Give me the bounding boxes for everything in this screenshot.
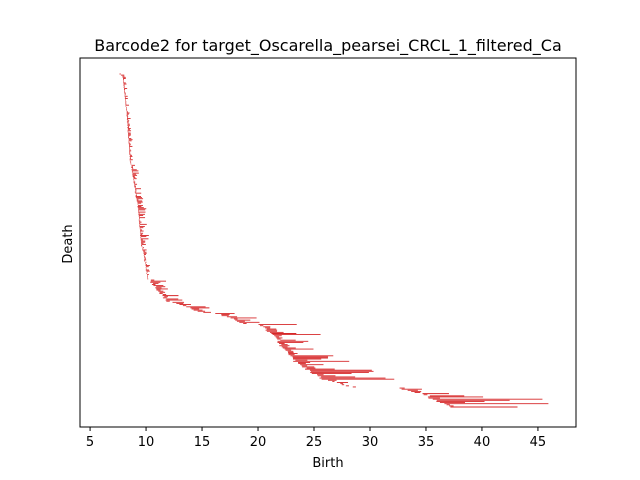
x-tick-label: 25 — [306, 435, 323, 450]
plot-frame — [79, 57, 577, 428]
x-tick-label: 45 — [530, 435, 547, 450]
x-tick-label: 40 — [474, 435, 491, 450]
barcode-bars — [119, 73, 549, 408]
y-axis-label: Death — [61, 224, 76, 263]
x-tick-label: 30 — [362, 435, 379, 450]
x-tick-label: 5 — [86, 435, 94, 450]
x-tick-label: 35 — [418, 435, 435, 450]
plot-area — [80, 58, 576, 427]
x-axis-ticks: 5 10 15 20 25 30 35 40 45 — [86, 427, 546, 450]
x-tick-label: 15 — [194, 435, 211, 450]
chart-title: Barcode2 for target_Oscarella_pearsei_CR… — [94, 36, 562, 56]
x-tick-label: 20 — [250, 435, 267, 450]
x-axis-label: Birth — [312, 456, 343, 471]
x-tick-label: 10 — [138, 435, 155, 450]
